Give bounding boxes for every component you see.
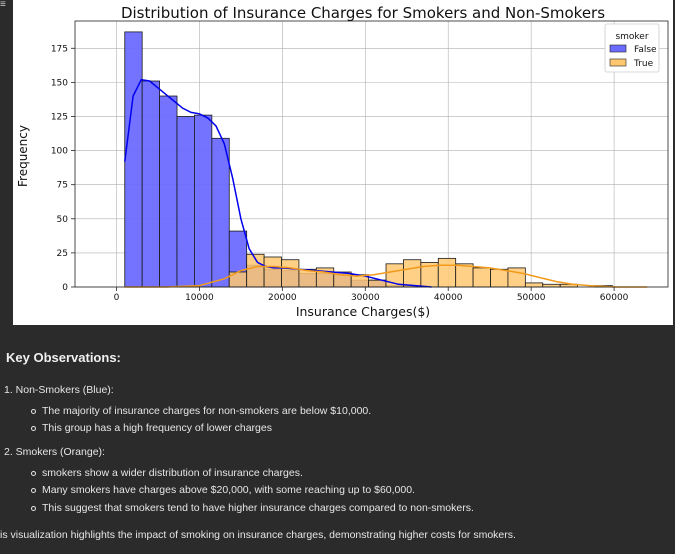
x-axis-label: Insurance Charges($) [296, 304, 430, 319]
x-tick-label: 20000 [268, 293, 297, 303]
conclusion-text: is visualization highlights the impact o… [0, 529, 516, 541]
kde-layer [124, 78, 648, 288]
bar-smoker [542, 283, 561, 288]
legend-label-true: True [633, 59, 654, 69]
observation-item: The majority of insurance charges for no… [42, 405, 372, 417]
bullet-icon [31, 506, 36, 511]
bar-smoker [437, 257, 457, 288]
bar-smoker [455, 263, 474, 288]
x-tick-label: 0 [114, 293, 120, 303]
x-tick-label: 10000 [185, 293, 214, 303]
x-tick-label: 30000 [351, 293, 380, 303]
bar-nonsmoker [141, 80, 160, 288]
bar-nonsmoker [176, 116, 195, 288]
bars-layer [124, 31, 613, 288]
section-title-non-smokers: 1. Non-Smokers (Blue): [4, 384, 114, 396]
bar-nonsmoker [124, 31, 143, 288]
bullet-icon [31, 488, 36, 493]
chart-title: Distribution of Insurance Charges for Sm… [121, 4, 605, 22]
plot-frame [74, 20, 669, 288]
y-tick-label: 50 [57, 215, 69, 225]
bar-smoker [403, 259, 422, 288]
x-tick-label: 60000 [600, 293, 629, 303]
y-tick-label: 25 [57, 249, 68, 259]
kde-line-nonsmoker [124, 78, 432, 288]
section-title-smokers: 2. Smokers (Orange): [4, 446, 105, 458]
observation-item: This suggest that smokers tend to have h… [42, 502, 474, 514]
histogram-chart: 0 10000 20000 30000 40000 50000 60000 0 25 50 75 10… [16, 4, 669, 319]
bar-nonsmoker [211, 137, 230, 288]
y-tick-label: 0 [62, 283, 68, 293]
observation-item: Many smokers have charges above $20,000,… [42, 484, 415, 496]
legend-swatch-true [609, 58, 627, 67]
bar-smoker [263, 256, 282, 288]
edge-menu-glyph: ≡ [0, 0, 6, 10]
legend-title: smoker [615, 32, 648, 42]
bar-smoker [472, 267, 491, 288]
chart-panel: 0 10000 20000 30000 40000 50000 60000 0 25 50 75 10… [13, 0, 673, 325]
y-tick-label: 125 [51, 112, 68, 122]
legend: smoker False True [604, 23, 660, 73]
y-tick-label: 100 [51, 147, 68, 157]
bullet-icon [31, 409, 36, 414]
bullet-icon [31, 471, 36, 476]
bar-smoker [281, 259, 300, 288]
legend-swatch-false [609, 44, 627, 53]
observations-heading: Key Observations: [6, 350, 121, 365]
y-tick-label: 150 [51, 78, 68, 88]
y-tick-label: 75 [57, 181, 68, 191]
observation-item: This group has a high frequency of lower… [42, 422, 272, 434]
kde-line-smoker [124, 264, 648, 288]
y-tick-label: 175 [51, 44, 68, 54]
observation-item: smokers show a wider distribution of ins… [42, 467, 303, 479]
axes-layer: 0 10000 20000 30000 40000 50000 60000 0 25 50 75 10… [51, 20, 669, 303]
bar-nonsmoker [194, 114, 213, 288]
bar-nonsmoker [159, 95, 178, 288]
legend-label-false: False [634, 45, 657, 55]
x-tick-label: 50000 [517, 293, 546, 303]
bar-smoker [524, 282, 544, 288]
x-tick-label: 40000 [434, 293, 463, 303]
y-axis-label: Frequency [16, 125, 30, 187]
bar-smoker [490, 268, 509, 288]
bullet-icon [31, 426, 36, 431]
bar-smoker [298, 268, 317, 288]
